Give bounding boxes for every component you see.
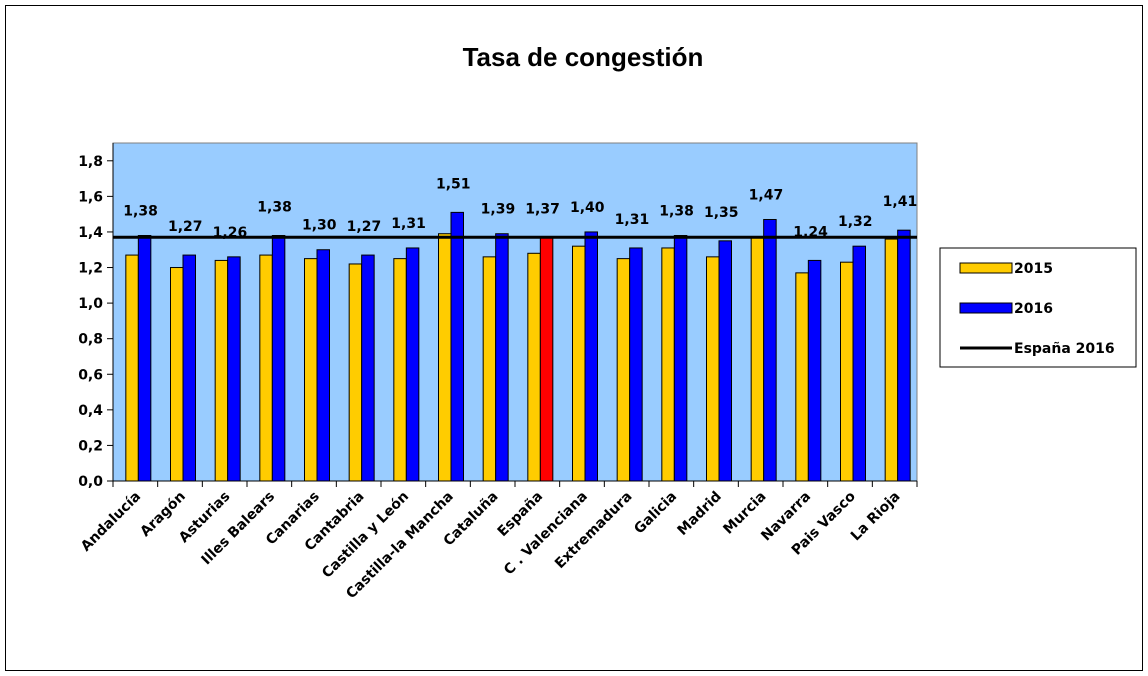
bar (807, 259, 822, 482)
bar (661, 247, 675, 482)
data-label: 1,31 (615, 212, 650, 228)
data-label: 1,35 (704, 205, 739, 221)
data-label: 1,31 (391, 216, 426, 232)
data-label: 1,41 (883, 194, 918, 210)
bar (495, 233, 509, 482)
bar (673, 235, 688, 482)
legend-swatch (959, 302, 1013, 314)
bar (450, 211, 464, 482)
bar (214, 259, 229, 482)
bar (584, 231, 598, 482)
data-label: 1,32 (838, 214, 873, 230)
y-tick-label: 1,8 (78, 154, 103, 170)
data-label: 1,27 (168, 219, 203, 235)
bar (361, 254, 375, 482)
bar (539, 236, 554, 482)
bar (482, 256, 497, 482)
y-tick-label: 0,6 (78, 367, 103, 383)
bar (316, 249, 330, 482)
y-tick-label: 0,2 (78, 438, 103, 454)
bar (170, 267, 184, 482)
bar (706, 256, 720, 482)
bar (572, 245, 586, 482)
data-label: 1,30 (302, 218, 337, 234)
legend-label: España 2016 (1014, 341, 1115, 357)
data-label: 1,40 (570, 200, 605, 216)
y-tick-label: 0,4 (78, 403, 103, 419)
bar (629, 247, 643, 482)
data-label: 1,27 (347, 219, 382, 235)
data-label: 1,47 (749, 187, 784, 203)
bar (527, 252, 541, 482)
bar (271, 235, 286, 482)
plot-area (112, 142, 918, 482)
bar (884, 238, 899, 482)
chart-title: Tasa de congestión (463, 42, 704, 72)
bar (852, 245, 866, 482)
bar (348, 263, 363, 482)
bar (840, 261, 854, 482)
bar (750, 236, 765, 482)
bar (227, 256, 241, 482)
data-label: 1,51 (436, 176, 471, 192)
legend-label: 2016 (1014, 301, 1053, 317)
data-label: 1,38 (659, 204, 694, 220)
bar (125, 254, 139, 482)
bar (405, 247, 420, 482)
bar (763, 218, 777, 482)
data-label: 1,39 (481, 202, 516, 218)
bar (304, 258, 318, 482)
y-tick-label: 0,0 (78, 474, 103, 490)
bar (897, 229, 911, 482)
y-tick-label: 1,2 (78, 261, 103, 277)
y-tick-label: 0,8 (78, 332, 103, 348)
bar (182, 254, 196, 482)
data-label: 1,38 (123, 204, 158, 220)
bar (616, 258, 631, 482)
y-tick-label: 1,6 (78, 189, 103, 205)
bar (393, 258, 407, 482)
bar (137, 235, 152, 482)
y-tick-label: 1,0 (78, 296, 103, 312)
y-tick-label: 1,4 (78, 225, 103, 241)
data-label: 1,38 (257, 200, 292, 216)
data-label: 1,37 (525, 201, 560, 217)
bar (795, 272, 809, 482)
bar (438, 233, 452, 482)
legend-label: 2015 (1014, 261, 1053, 277)
bar (259, 254, 273, 482)
legend-swatch (959, 262, 1013, 274)
bar (718, 240, 732, 482)
